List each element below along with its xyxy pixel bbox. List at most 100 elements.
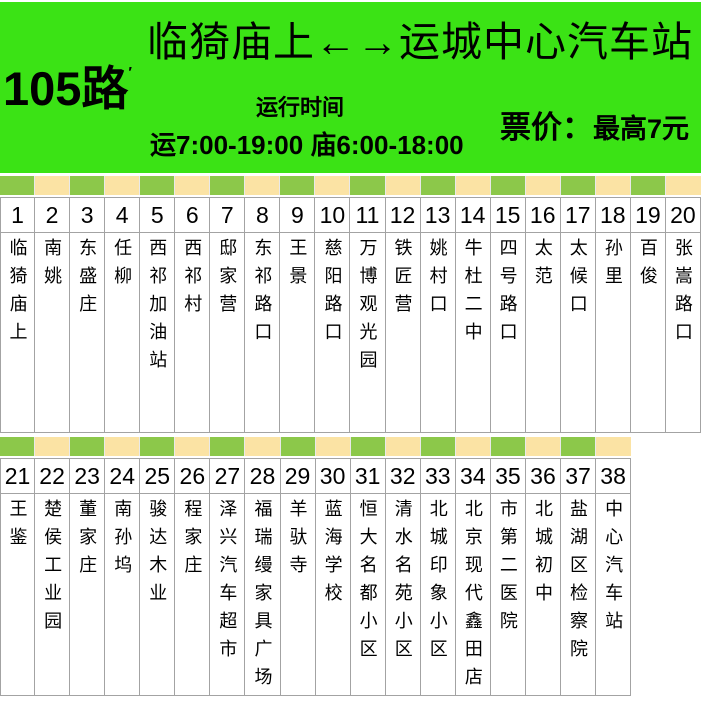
- stop-name: 太范: [532, 238, 553, 294]
- stop-column: 3 东盛庄: [70, 176, 106, 433]
- stop-name: 太候口: [567, 238, 588, 322]
- stop-stripe-marker: [280, 437, 316, 456]
- stop-name: 慈阳路口: [322, 238, 343, 350]
- operating-hours-heading: 运行时间: [255, 95, 344, 120]
- stop-column: 1 临猗庙上: [0, 176, 36, 433]
- stop-number: 10: [315, 198, 350, 233]
- stop-column: 4 任柳: [105, 176, 141, 433]
- stop-stripe-marker: [420, 176, 456, 195]
- stop-row-1: 1 临猗庙上 2 南姚 3 东盛庄 4 任柳 5 西祁加油站 6 西祁村 7 邸家营 8 东祁路口 9 王景 10 慈…: [0, 176, 701, 433]
- stop-name: 清水名苑小区: [392, 499, 413, 667]
- stop-stripe-marker: [105, 176, 141, 195]
- stop-number: 26: [175, 459, 210, 494]
- stop-stripe-marker: [665, 176, 701, 195]
- stop-stripe-marker: [595, 176, 631, 195]
- stop-name: 市第二医院: [497, 499, 518, 639]
- stop-name: 北城印象小区: [427, 499, 448, 667]
- fare-value: 最高7元: [592, 114, 689, 144]
- stop-name: 北京现代鑫田店: [462, 499, 483, 695]
- stop-stripe-marker: [140, 437, 176, 456]
- stop-cell: 16 太范: [525, 197, 561, 433]
- stop-name: 董家庄: [77, 499, 98, 583]
- stop-column: 28 福瑞缦家具广场: [245, 437, 281, 696]
- stop-stripe-marker: [210, 437, 246, 456]
- fare-label: 票价：: [499, 110, 593, 145]
- stop-stripe-marker: [35, 437, 71, 456]
- stop-stripe-marker: [455, 437, 491, 456]
- stop-cell: 4 任柳: [105, 197, 141, 433]
- stop-stripe-marker: [70, 176, 106, 195]
- stop-column: 5 西祁加油站: [140, 176, 176, 433]
- stop-stripe-marker: [490, 176, 526, 195]
- stop-column: 36 北城初中: [525, 437, 561, 696]
- stop-number: 11: [350, 198, 385, 233]
- stop-cell: 29 羊驮寺: [280, 458, 316, 696]
- stop-name: 王鉴: [7, 499, 28, 555]
- stop-column: 24 南孙坞: [105, 437, 141, 696]
- stop-column: 22 楚侯工业园: [35, 437, 71, 696]
- stop-column: 26 程家庄: [175, 437, 211, 696]
- stop-column: 10 慈阳路口: [315, 176, 351, 433]
- stop-column: 32 清水名苑小区: [385, 437, 421, 696]
- stop-number: 13: [420, 198, 455, 233]
- stop-stripe-marker: [245, 437, 281, 456]
- stop-column: 29 羊驮寺: [280, 437, 316, 696]
- stop-column: 2 南姚: [35, 176, 71, 433]
- stop-name: 东盛庄: [77, 238, 98, 322]
- stop-column: 38 中心汽车站: [596, 437, 632, 696]
- stop-number: 18: [595, 198, 630, 233]
- stop-number: 15: [490, 198, 525, 233]
- stop-column: 15 四号路口: [490, 176, 526, 433]
- stop-cell: 23 董家庄: [70, 458, 106, 696]
- stop-name: 姚村口: [427, 238, 448, 322]
- stop-cell: 6 西祁村: [175, 197, 211, 433]
- stop-name: 福瑞缦家具广场: [252, 499, 273, 695]
- stop-number: 29: [280, 459, 315, 494]
- stop-stripe-marker: [420, 437, 456, 456]
- stop-cell: 15 四号路口: [490, 197, 526, 433]
- stop-cell: 21 王鉴: [0, 458, 36, 696]
- stop-name: 程家庄: [182, 499, 203, 583]
- stop-number: 3: [70, 198, 105, 233]
- stop-stripe-marker: [561, 437, 597, 456]
- stop-column: 7 邸家营: [210, 176, 246, 433]
- stop-name: 铁匠营: [392, 238, 413, 322]
- route-banner: 105路′ 临猗庙上←→运城中心汽车站 运行时间 运7:00-19:00 庙6:…: [0, 2, 701, 173]
- stop-name: 任柳: [112, 238, 133, 294]
- stop-stripe-marker: [525, 437, 561, 456]
- stop-name: 羊驮寺: [287, 499, 308, 583]
- stop-stripe-marker: [175, 437, 211, 456]
- stop-cell: 19 百俊: [630, 197, 666, 433]
- stop-number: 8: [245, 198, 280, 233]
- stop-stripe-marker: [35, 176, 71, 195]
- stop-name: 西祁村: [182, 238, 203, 322]
- stop-number: 19: [630, 198, 665, 233]
- stop-number: 31: [350, 459, 385, 494]
- stop-column: 17 太候口: [560, 176, 596, 433]
- stop-cell: 11 万博观光园: [350, 197, 386, 433]
- stop-number: 20: [665, 198, 700, 233]
- stop-number: 17: [560, 198, 595, 233]
- stop-cell: 34 北京现代鑫田店: [455, 458, 491, 696]
- stop-column: 19 百俊: [630, 176, 666, 433]
- stop-number: 24: [105, 459, 140, 494]
- stop-stripe-marker: [560, 176, 596, 195]
- stop-cell: 2 南姚: [35, 197, 71, 433]
- stop-column: 13 姚村口: [420, 176, 456, 433]
- stop-name: 中心汽车站: [603, 499, 624, 639]
- stop-number: 9: [280, 198, 315, 233]
- stop-number: 12: [385, 198, 420, 233]
- stop-cell: 31 恒大名都小区: [350, 458, 386, 696]
- stop-stripe-marker: [70, 437, 106, 456]
- stop-cell: 35 市第二医院: [490, 458, 526, 696]
- stop-name: 四号路口: [497, 238, 518, 350]
- stop-number: 37: [561, 459, 596, 494]
- stop-stripe-marker: [140, 176, 176, 195]
- stop-cell: 13 姚村口: [420, 197, 456, 433]
- stop-name: 东祁路口: [252, 238, 273, 350]
- stop-stripe-marker: [350, 437, 386, 456]
- stop-stripe-marker: [385, 437, 421, 456]
- stop-name: 百俊: [637, 238, 658, 294]
- stop-number: 27: [210, 459, 245, 494]
- stop-name: 邸家营: [217, 238, 238, 322]
